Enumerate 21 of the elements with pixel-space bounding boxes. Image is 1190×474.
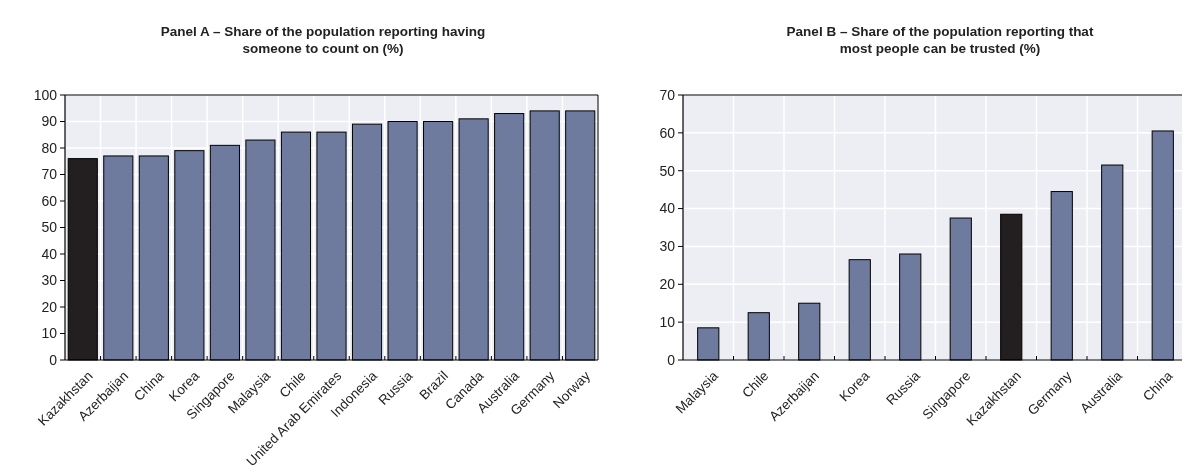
y-tick-label: 20 [41, 298, 58, 315]
y-tick-label: 50 [659, 162, 676, 179]
y-tick-label: 70 [41, 166, 58, 183]
y-tick-label: 0 [667, 351, 676, 368]
y-tick-label: 30 [659, 238, 676, 255]
y-tick-label: 90 [41, 113, 58, 130]
y-tick-label: 80 [41, 139, 58, 156]
y-tick-label: 0 [49, 351, 58, 368]
y-tick-label: 60 [41, 192, 58, 209]
y-tick-label: 40 [41, 245, 58, 262]
y-tick-label: 40 [659, 200, 676, 217]
y-tick-label: 60 [659, 124, 676, 141]
y-tick-label: 30 [41, 272, 58, 289]
y-tick-label: 20 [659, 276, 676, 293]
y-tick-label: 100 [33, 86, 58, 103]
y-tick-label: 70 [659, 86, 676, 103]
y-tick-label: 10 [41, 325, 58, 342]
y-tick-label: 50 [41, 219, 58, 236]
chart-title: Panel A – Share of the population reporting having someone to count on (%) [160, 24, 486, 56]
y-tick-label: 10 [659, 314, 676, 331]
chart-title: Panel B – Share of the population reporting that most people can be trusted (%) [786, 24, 1094, 56]
